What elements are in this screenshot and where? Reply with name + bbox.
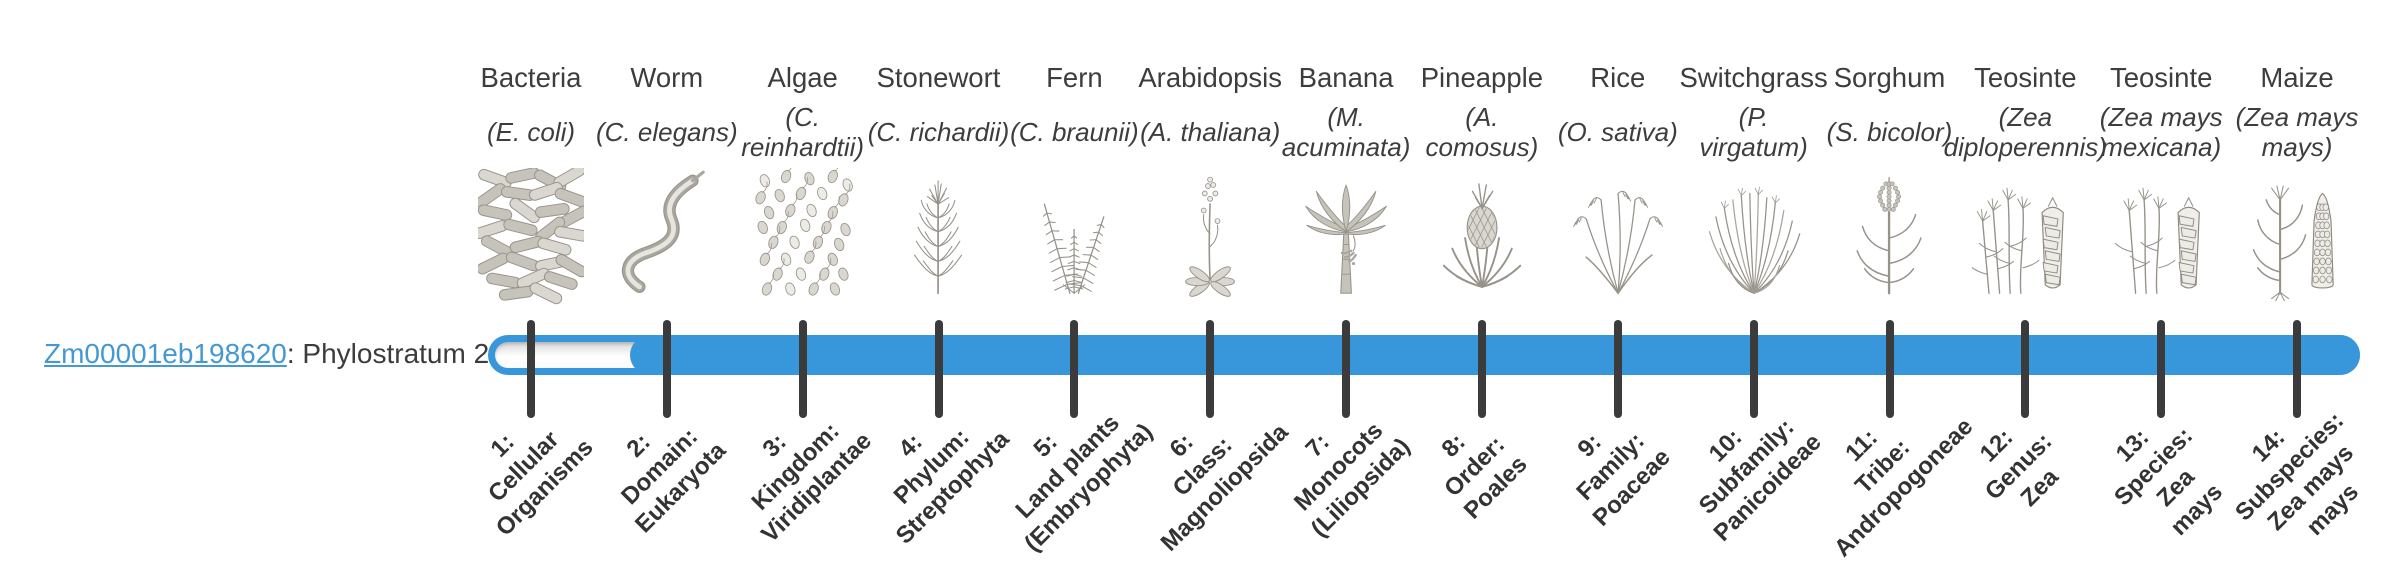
- organism-name-maize: Maize: [2260, 62, 2334, 93]
- organism-species-worm: (C. elegans): [595, 117, 738, 147]
- organism-species-stonewort: (C. richardii): [867, 117, 1010, 147]
- bacteria-icon: [456, 160, 606, 306]
- organism-name-fern: Fern: [1046, 62, 1103, 93]
- teosinte2-icon: [2086, 160, 2236, 306]
- stonewort-icon: [864, 160, 1014, 306]
- organism-species-fern: (C. braunii): [1010, 117, 1139, 147]
- axis-tick-13: [2157, 320, 2166, 418]
- maize-icon: [2222, 160, 2372, 306]
- organism-species-pineapple: (A. comosus): [1425, 102, 1539, 162]
- algae-icon: [728, 160, 878, 306]
- organism-name-sorghum: Sorghum: [1833, 62, 1946, 93]
- gene-classification: : Phylostratum 2: [286, 338, 490, 369]
- axis-tick-12: [2021, 320, 2030, 418]
- organism-species-teosinte: (Zea mays mexicana): [2099, 102, 2223, 162]
- organism-species-arabidopsis: (A. thaliana): [1140, 117, 1281, 147]
- worm-icon: [592, 160, 742, 306]
- organism-species-algae: (C. reinhardtii): [741, 102, 865, 162]
- phylostratum-bar: [488, 335, 2360, 375]
- fern-icon: [999, 160, 1149, 306]
- organism-name-algae: Algae: [767, 62, 838, 93]
- axis-tick-14: [2293, 320, 2301, 418]
- switchgrass-icon: [1679, 160, 1829, 306]
- rice-icon: [1543, 160, 1693, 306]
- axis-tick-6: [1206, 320, 1215, 418]
- teosinte-icon: [1950, 160, 2100, 306]
- organism-species-maize: (Zea mays mays): [2235, 102, 2359, 162]
- organism-name-bacteria: Bacteria: [480, 62, 582, 93]
- axis-tick-4: [934, 320, 943, 418]
- gene-link[interactable]: Zm00001eb198620: [44, 338, 287, 369]
- organism-name-teosinte: Teosinte: [1974, 62, 2077, 93]
- organism-name-pineapple: Pineapple: [1420, 62, 1544, 93]
- axis-tick-11: [1885, 320, 1894, 418]
- axis-tick-1: [527, 320, 535, 418]
- organism-name-arabidopsis: Arabidopsis: [1138, 62, 1283, 93]
- axis-tick-3: [798, 320, 807, 418]
- axis-tick-5: [1070, 320, 1079, 418]
- gene-label: Zm00001eb198620: Phylostratum 2: [44, 338, 489, 370]
- pineapple-icon: [1407, 160, 1557, 306]
- organism-species-sorghum: (S. bicolor): [1826, 117, 1953, 147]
- arabidopsis-icon: [1135, 160, 1285, 306]
- organism-name-teosinte: Teosinte: [2109, 62, 2213, 93]
- organism-species-rice: (O. sativa): [1557, 117, 1678, 147]
- axis-tick-10: [1749, 320, 1758, 418]
- axis-tick-7: [1342, 320, 1351, 418]
- sorghum-icon: [1815, 160, 1965, 306]
- axis-tick-9: [1613, 320, 1622, 418]
- organism-name-worm: Worm: [630, 62, 704, 93]
- organism-name-stonewort: Stonewort: [876, 62, 1001, 93]
- organism-name-switchgrass: Switchgrass: [1679, 62, 1828, 93]
- axis-tick-2: [662, 320, 671, 418]
- axis-tick-8: [1477, 320, 1486, 418]
- banana-icon: [1271, 160, 1421, 306]
- organism-species-switchgrass: (P. virgatum): [1699, 102, 1808, 162]
- bar-fill: [629, 335, 2360, 375]
- organism-species-bacteria: (E. coli): [486, 117, 576, 147]
- organism-species-banana: (M. acuminata): [1281, 102, 1411, 162]
- organism-name-banana: Banana: [1298, 62, 1394, 93]
- organism-species-teosinte: (Zea diploperennis): [1943, 102, 2107, 162]
- organism-name-rice: Rice: [1590, 62, 1646, 93]
